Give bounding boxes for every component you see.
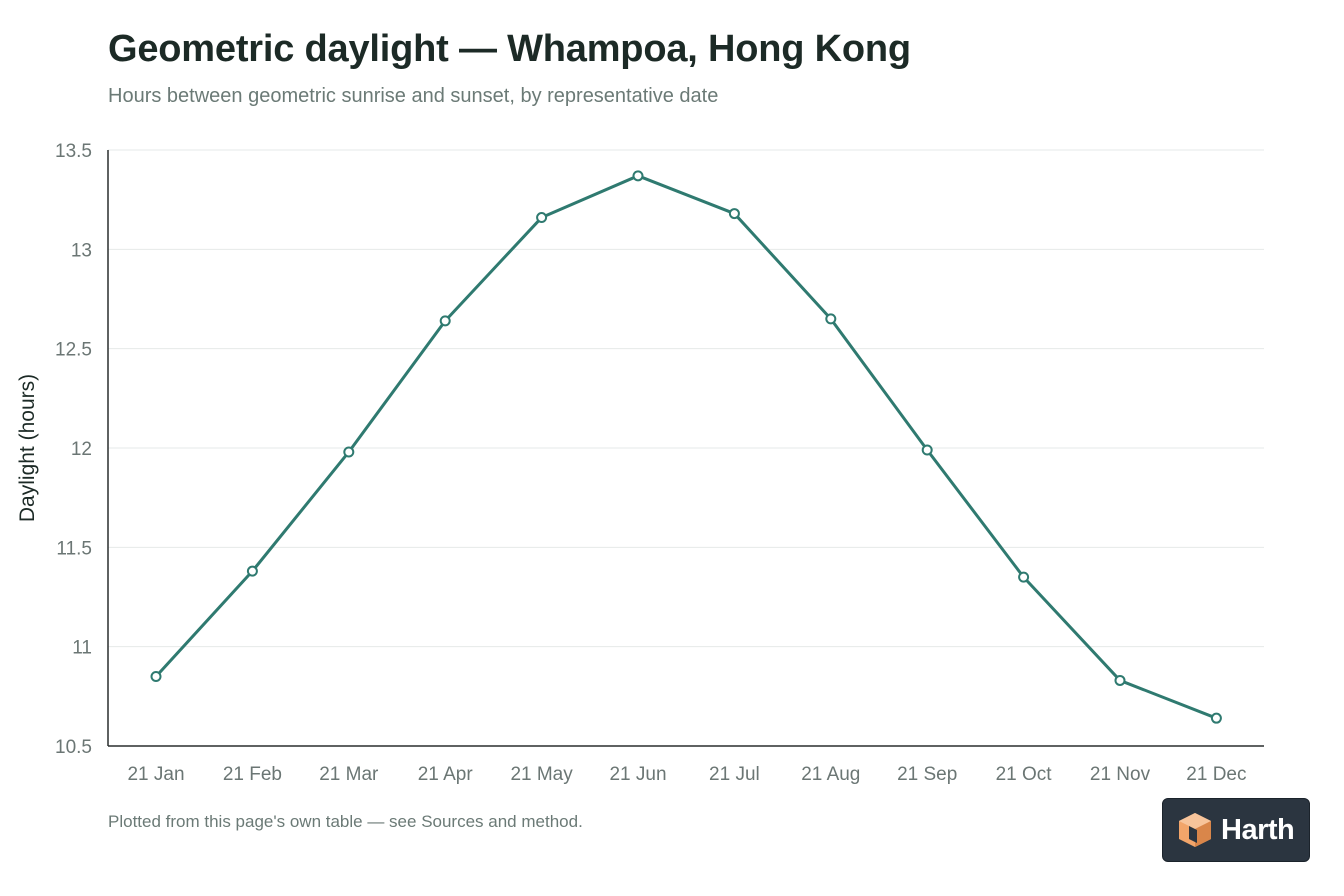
x-tick-labels: 21 Jan 21 Feb 21 Mar 21 Apr 21 May 21 Jun 21 J… — [127, 764, 1246, 785]
y-tick-label: 11 — [72, 638, 92, 659]
data-point — [246, 565, 258, 577]
x-tick-label: 21 Mar — [319, 764, 379, 785]
data-point — [728, 208, 740, 220]
harth-logo[interactable]: Harth — [1162, 798, 1310, 862]
data-point — [1210, 712, 1222, 724]
data-point — [536, 212, 548, 224]
data-point — [1114, 674, 1126, 686]
x-tick-label: 21 Dec — [1186, 764, 1246, 785]
chart-footnote: Plotted from this page's own table — see… — [108, 812, 583, 831]
x-tick-label: 21 Aug — [801, 764, 860, 785]
y-tick-labels: 10.5 11 11.5 12 12.5 13 13.5 — [55, 141, 92, 758]
y-tick-label: 11.5 — [56, 538, 92, 559]
x-tick-label: 21 Jan — [127, 764, 184, 785]
data-point — [825, 313, 837, 325]
x-tick-label: 21 Jul — [709, 764, 760, 785]
x-tick-label: 21 Feb — [223, 764, 282, 785]
x-tick-label: 21 Nov — [1090, 764, 1151, 785]
y-tick-label: 12 — [71, 439, 92, 460]
data-point — [439, 315, 451, 327]
x-tick-label: 21 Jun — [609, 764, 666, 785]
series-line — [154, 174, 1218, 720]
data-point — [343, 446, 355, 458]
x-tick-label: 21 Sep — [897, 764, 957, 785]
y-tick-label: 13 — [71, 240, 92, 261]
grid-lines — [108, 149, 1264, 648]
y-tick-label: 13.5 — [55, 141, 92, 162]
data-point — [632, 170, 644, 182]
data-point — [921, 444, 933, 456]
y-axis-label: Daylight (hours) — [16, 374, 39, 522]
axes — [107, 150, 1264, 747]
series-daylight — [150, 170, 1222, 724]
y-tick-label: 12.5 — [55, 340, 92, 361]
cube-logo-icon — [1179, 813, 1211, 847]
chart-subtitle: Hours between geometric sunrise and suns… — [108, 85, 719, 107]
chart-title: Geometric daylight — Whampoa, Hong Kong — [108, 28, 911, 70]
y-tick-label: 10.5 — [55, 737, 92, 758]
x-tick-label: 21 Apr — [418, 764, 474, 785]
data-point — [150, 670, 162, 682]
x-tick-label: 21 Oct — [996, 764, 1053, 785]
data-point — [1018, 571, 1030, 583]
logo-text: Harth — [1221, 813, 1295, 846]
x-tick-label: 21 May — [510, 764, 573, 785]
